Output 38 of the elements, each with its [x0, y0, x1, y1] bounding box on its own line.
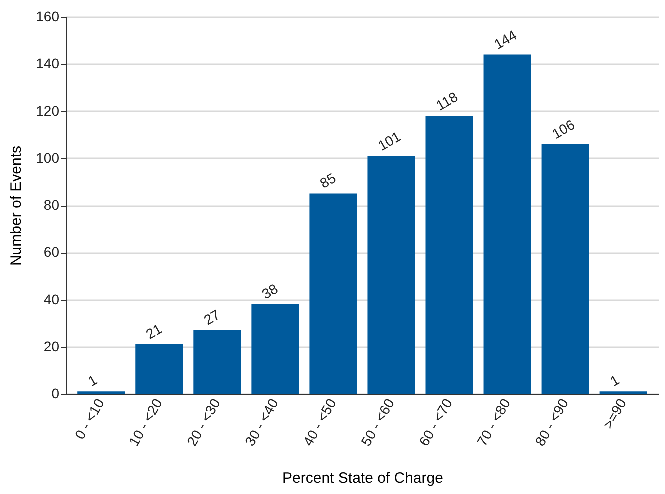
bar	[194, 330, 242, 394]
bar	[368, 156, 416, 394]
x-tick-label: 30 - <40	[242, 396, 282, 449]
x-tick-label: 60 - <70	[416, 396, 456, 449]
x-tick-label: 50 - <60	[358, 396, 398, 449]
data-label: 1	[607, 372, 622, 390]
data-label: 38	[259, 280, 281, 302]
y-tick-label: 160	[36, 8, 60, 24]
x-tick-label: 70 - <80	[474, 396, 514, 449]
x-tick-label: 20 - <30	[184, 396, 224, 449]
y-tick-label: 20	[44, 338, 60, 354]
data-label: 85	[317, 170, 339, 192]
data-label: 21	[143, 320, 165, 342]
y-tick-label: 40	[44, 291, 60, 308]
data-label: 27	[201, 306, 223, 328]
data-label: 106	[549, 116, 578, 142]
y-tick-label: 80	[44, 197, 60, 213]
y-axis-title: Number of Events	[8, 146, 26, 266]
bar	[252, 304, 300, 394]
data-label: 1	[85, 372, 100, 390]
y-tick-label: 60	[44, 244, 60, 260]
data-label: 118	[433, 88, 461, 114]
bar	[136, 344, 184, 394]
data-label: 144	[491, 26, 520, 53]
y-tick-label: 120	[36, 102, 60, 119]
bar	[484, 54, 532, 394]
x-tick-label: 0 - <10	[72, 396, 108, 442]
x-axis-title: Percent State of Charge	[282, 470, 444, 487]
y-tick-label: 0	[52, 386, 60, 402]
data-label: 101	[375, 128, 404, 154]
x-tick-label: 10 - <20	[126, 396, 166, 449]
x-tick-label: 40 - <50	[300, 396, 340, 449]
bar	[542, 144, 590, 394]
y-tick-label: 140	[36, 56, 60, 72]
x-tick-label: 80 - <90	[532, 396, 572, 449]
bar	[310, 194, 358, 394]
bar	[426, 116, 474, 394]
y-tick-label: 100	[36, 150, 60, 166]
